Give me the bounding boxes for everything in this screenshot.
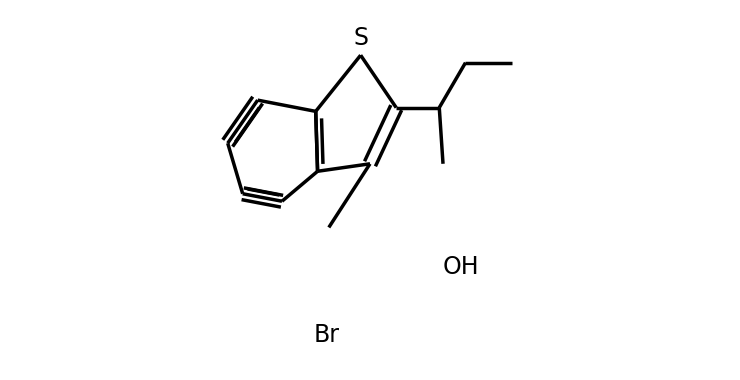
Text: OH: OH (443, 255, 480, 279)
Text: Br: Br (314, 323, 340, 347)
Text: S: S (353, 25, 368, 49)
